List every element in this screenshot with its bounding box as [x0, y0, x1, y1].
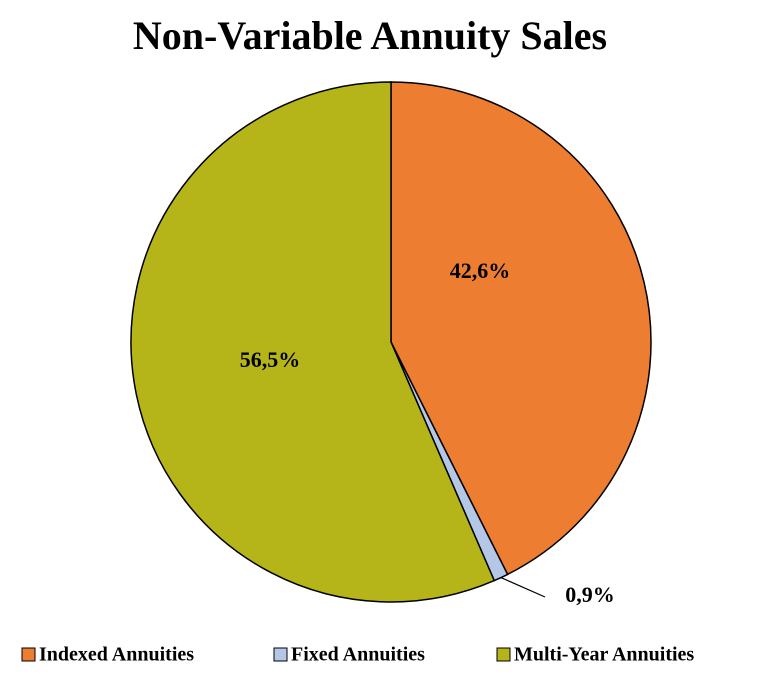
pie-slice	[130, 81, 496, 603]
legend-swatch	[496, 647, 511, 662]
data-label: 56,5%	[240, 347, 301, 372]
legend-label: Fixed Annuities	[291, 644, 425, 666]
data-label: 0,9%	[565, 582, 615, 607]
chart-title: Non-Variable Annuity Sales	[133, 13, 607, 58]
legend-swatch	[21, 647, 36, 662]
legend-swatch	[273, 647, 288, 662]
legend-label: Indexed Annuities	[39, 644, 194, 666]
legend-label: Multi-Year Annuities	[514, 644, 694, 666]
leader-line	[500, 577, 546, 598]
pie-slice	[390, 81, 652, 576]
data-label: 42,6%	[450, 258, 511, 283]
